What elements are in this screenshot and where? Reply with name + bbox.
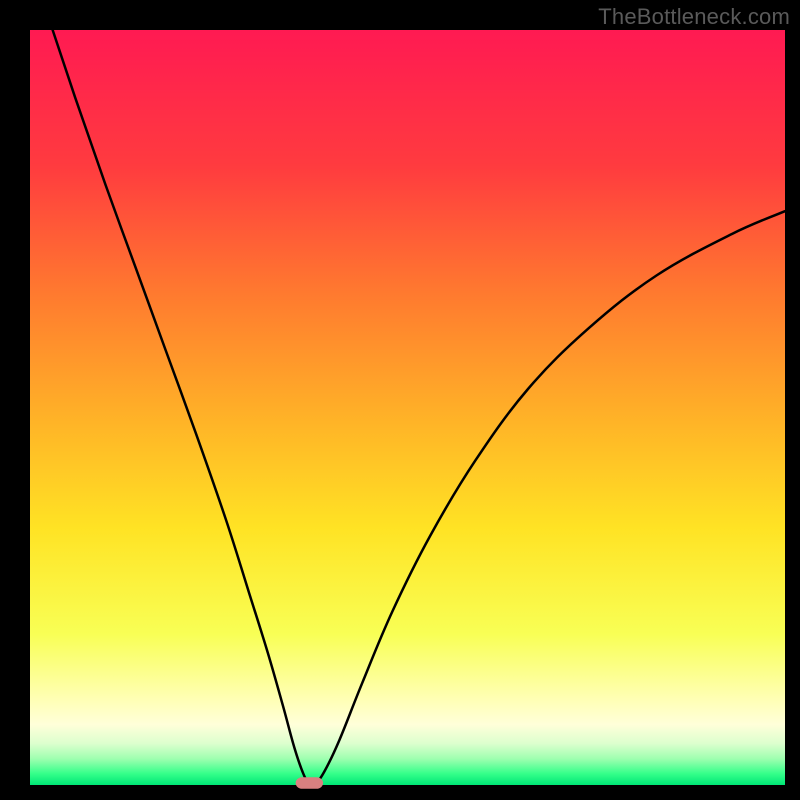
chart-container: TheBottleneck.com: [0, 0, 800, 800]
chart-background-gradient: [30, 30, 785, 785]
bottleneck-chart: [0, 0, 800, 800]
optimal-point-marker: [296, 778, 322, 789]
watermark-text: TheBottleneck.com: [598, 4, 790, 30]
